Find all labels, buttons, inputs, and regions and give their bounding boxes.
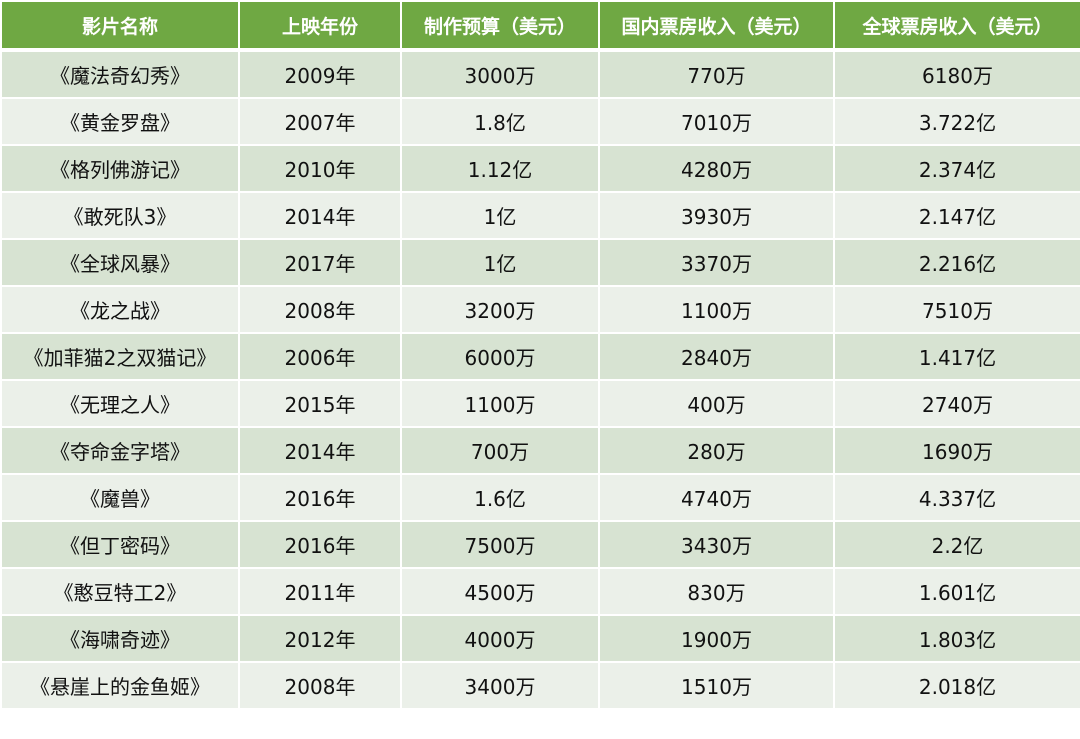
cell-film-name: 《憨豆特工2》 — [0, 567, 240, 616]
cell-budget: 1亿 — [400, 238, 600, 287]
cell-worldwide-gross: 1.417亿 — [833, 332, 1080, 381]
table-row: 《黄金罗盘》 2007年 1.8亿 7010万 3.722亿 — [0, 97, 1080, 146]
cell-budget: 1亿 — [400, 191, 600, 240]
cell-worldwide-gross: 2.147亿 — [833, 191, 1080, 240]
table-row: 《夺命金字塔》 2014年 700万 280万 1690万 — [0, 426, 1080, 475]
cell-domestic-gross: 3370万 — [598, 238, 835, 287]
cell-domestic-gross: 400万 — [598, 379, 835, 428]
cell-domestic-gross: 1510万 — [598, 661, 835, 710]
cell-release-year: 2016年 — [238, 520, 402, 569]
header-row: 影片名称 上映年份 制作预算（美元） 国内票房收入（美元） 全球票房收入（美元） — [0, 0, 1080, 52]
cell-budget: 1.6亿 — [400, 473, 600, 522]
table-row: 《憨豆特工2》 2011年 4500万 830万 1.601亿 — [0, 567, 1080, 616]
table-row: 《加菲猫2之双猫记》 2006年 6000万 2840万 1.417亿 — [0, 332, 1080, 381]
cell-domestic-gross: 830万 — [598, 567, 835, 616]
cell-domestic-gross: 3930万 — [598, 191, 835, 240]
cell-release-year: 2008年 — [238, 661, 402, 710]
cell-domestic-gross: 1900万 — [598, 614, 835, 663]
cell-release-year: 2008年 — [238, 285, 402, 334]
cell-budget: 4500万 — [400, 567, 600, 616]
table-row: 《魔法奇幻秀》 2009年 3000万 770万 6180万 — [0, 49, 1080, 99]
table-row: 《魔兽》 2016年 1.6亿 4740万 4.337亿 — [0, 473, 1080, 522]
table-row: 《龙之战》 2008年 3200万 1100万 7510万 — [0, 285, 1080, 334]
cell-domestic-gross: 4740万 — [598, 473, 835, 522]
cell-release-year: 2015年 — [238, 379, 402, 428]
cell-worldwide-gross: 1.601亿 — [833, 567, 1080, 616]
header-release-year: 上映年份 — [238, 0, 402, 52]
cell-film-name: 《敢死队3》 — [0, 191, 240, 240]
cell-domestic-gross: 4280万 — [598, 144, 835, 193]
cell-budget: 1.12亿 — [400, 144, 600, 193]
cell-release-year: 2006年 — [238, 332, 402, 381]
cell-domestic-gross: 2840万 — [598, 332, 835, 381]
cell-release-year: 2014年 — [238, 191, 402, 240]
cell-film-name: 《魔兽》 — [0, 473, 240, 522]
cell-worldwide-gross: 2740万 — [833, 379, 1080, 428]
cell-budget: 3000万 — [400, 49, 600, 99]
table-row: 《全球风暴》 2017年 1亿 3370万 2.216亿 — [0, 238, 1080, 287]
cell-film-name: 《全球风暴》 — [0, 238, 240, 287]
cell-release-year: 2007年 — [238, 97, 402, 146]
cell-film-name: 《格列佛游记》 — [0, 144, 240, 193]
table-row: 《悬崖上的金鱼姬》 2008年 3400万 1510万 2.018亿 — [0, 661, 1080, 710]
box-office-table: 影片名称 上映年份 制作预算（美元） 国内票房收入（美元） 全球票房收入（美元） 《魔法… — [0, 0, 1080, 710]
cell-release-year: 2017年 — [238, 238, 402, 287]
header-film-name: 影片名称 — [0, 0, 240, 52]
cell-film-name: 《龙之战》 — [0, 285, 240, 334]
cell-worldwide-gross: 2.018亿 — [833, 661, 1080, 710]
cell-film-name: 《魔法奇幻秀》 — [0, 49, 240, 99]
cell-film-name: 《夺命金字塔》 — [0, 426, 240, 475]
cell-release-year: 2010年 — [238, 144, 402, 193]
cell-film-name: 《但丁密码》 — [0, 520, 240, 569]
table-row: 《格列佛游记》 2010年 1.12亿 4280万 2.374亿 — [0, 144, 1080, 193]
cell-worldwide-gross: 3.722亿 — [833, 97, 1080, 146]
cell-domestic-gross: 7010万 — [598, 97, 835, 146]
cell-worldwide-gross: 1690万 — [833, 426, 1080, 475]
cell-film-name: 《黄金罗盘》 — [0, 97, 240, 146]
header-domestic-gross: 国内票房收入（美元） — [598, 0, 835, 52]
cell-film-name: 《海啸奇迹》 — [0, 614, 240, 663]
cell-film-name: 《无理之人》 — [0, 379, 240, 428]
cell-domestic-gross: 1100万 — [598, 285, 835, 334]
cell-worldwide-gross: 7510万 — [833, 285, 1080, 334]
cell-film-name: 《悬崖上的金鱼姬》 — [0, 661, 240, 710]
cell-release-year: 2014年 — [238, 426, 402, 475]
cell-release-year: 2009年 — [238, 49, 402, 99]
cell-budget: 3200万 — [400, 285, 600, 334]
cell-budget: 7500万 — [400, 520, 600, 569]
table-row: 《无理之人》 2015年 1100万 400万 2740万 — [0, 379, 1080, 428]
cell-budget: 700万 — [400, 426, 600, 475]
cell-domestic-gross: 770万 — [598, 49, 835, 99]
header-budget: 制作预算（美元） — [400, 0, 600, 52]
cell-worldwide-gross: 2.374亿 — [833, 144, 1080, 193]
cell-domestic-gross: 280万 — [598, 426, 835, 475]
cell-worldwide-gross: 2.2亿 — [833, 520, 1080, 569]
table-row: 《海啸奇迹》 2012年 4000万 1900万 1.803亿 — [0, 614, 1080, 663]
cell-budget: 3400万 — [400, 661, 600, 710]
cell-film-name: 《加菲猫2之双猫记》 — [0, 332, 240, 381]
cell-release-year: 2012年 — [238, 614, 402, 663]
table-row: 《但丁密码》 2016年 7500万 3430万 2.2亿 — [0, 520, 1080, 569]
cell-worldwide-gross: 6180万 — [833, 49, 1080, 99]
header-worldwide-gross: 全球票房收入（美元） — [833, 0, 1080, 52]
cell-release-year: 2011年 — [238, 567, 402, 616]
cell-budget: 4000万 — [400, 614, 600, 663]
cell-budget: 1.8亿 — [400, 97, 600, 146]
cell-budget: 1100万 — [400, 379, 600, 428]
table-row: 《敢死队3》 2014年 1亿 3930万 2.147亿 — [0, 191, 1080, 240]
cell-release-year: 2016年 — [238, 473, 402, 522]
cell-worldwide-gross: 4.337亿 — [833, 473, 1080, 522]
cell-worldwide-gross: 2.216亿 — [833, 238, 1080, 287]
cell-budget: 6000万 — [400, 332, 600, 381]
cell-domestic-gross: 3430万 — [598, 520, 835, 569]
cell-worldwide-gross: 1.803亿 — [833, 614, 1080, 663]
